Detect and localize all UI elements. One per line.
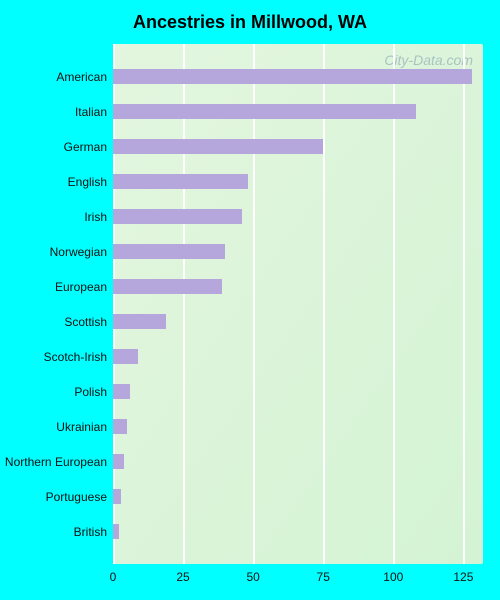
x-tick-label: 100 <box>383 570 403 584</box>
y-tick-label: Northern European <box>5 455 107 469</box>
bar <box>113 349 138 364</box>
bar <box>113 454 124 469</box>
y-tick-label: Scotch-Irish <box>44 350 107 364</box>
x-tick-label: 0 <box>110 570 117 584</box>
bar <box>113 174 248 189</box>
y-tick-label: British <box>74 525 107 539</box>
plot-area: City-Data.com 0255075100125 <box>113 44 483 564</box>
bar <box>113 489 121 504</box>
y-tick-label: Portuguese <box>46 490 107 504</box>
bar <box>113 139 323 154</box>
y-tick-label: Italian <box>75 105 107 119</box>
x-gridline <box>253 44 255 564</box>
bar <box>113 279 222 294</box>
bar <box>113 104 416 119</box>
x-gridline <box>463 44 465 564</box>
y-tick-label: Irish <box>84 210 107 224</box>
y-tick-label: Polish <box>74 385 107 399</box>
y-tick-label: Norwegian <box>50 245 107 259</box>
bar <box>113 69 472 84</box>
x-tick-label: 50 <box>246 570 259 584</box>
watermark-text: City-Data.com <box>384 52 473 68</box>
y-tick-label: German <box>64 140 107 154</box>
x-gridline <box>323 44 325 564</box>
bar <box>113 524 119 539</box>
x-tick-label: 125 <box>453 570 473 584</box>
x-tick-label: 75 <box>317 570 330 584</box>
bar <box>113 314 166 329</box>
y-tick-label: Ukrainian <box>56 420 107 434</box>
x-gridline <box>393 44 395 564</box>
bar <box>113 209 242 224</box>
x-gridline <box>113 44 115 564</box>
y-tick-label: American <box>56 70 107 84</box>
chart-container: Ancestries in Millwood, WA City-Data.com… <box>0 0 500 600</box>
bar <box>113 244 225 259</box>
y-tick-label: European <box>55 280 107 294</box>
x-tick-label: 25 <box>176 570 189 584</box>
bar <box>113 384 130 399</box>
x-gridline <box>183 44 185 564</box>
bar <box>113 419 127 434</box>
y-tick-label: English <box>68 175 107 189</box>
chart-title: Ancestries in Millwood, WA <box>0 12 500 33</box>
y-tick-label: Scottish <box>64 315 107 329</box>
